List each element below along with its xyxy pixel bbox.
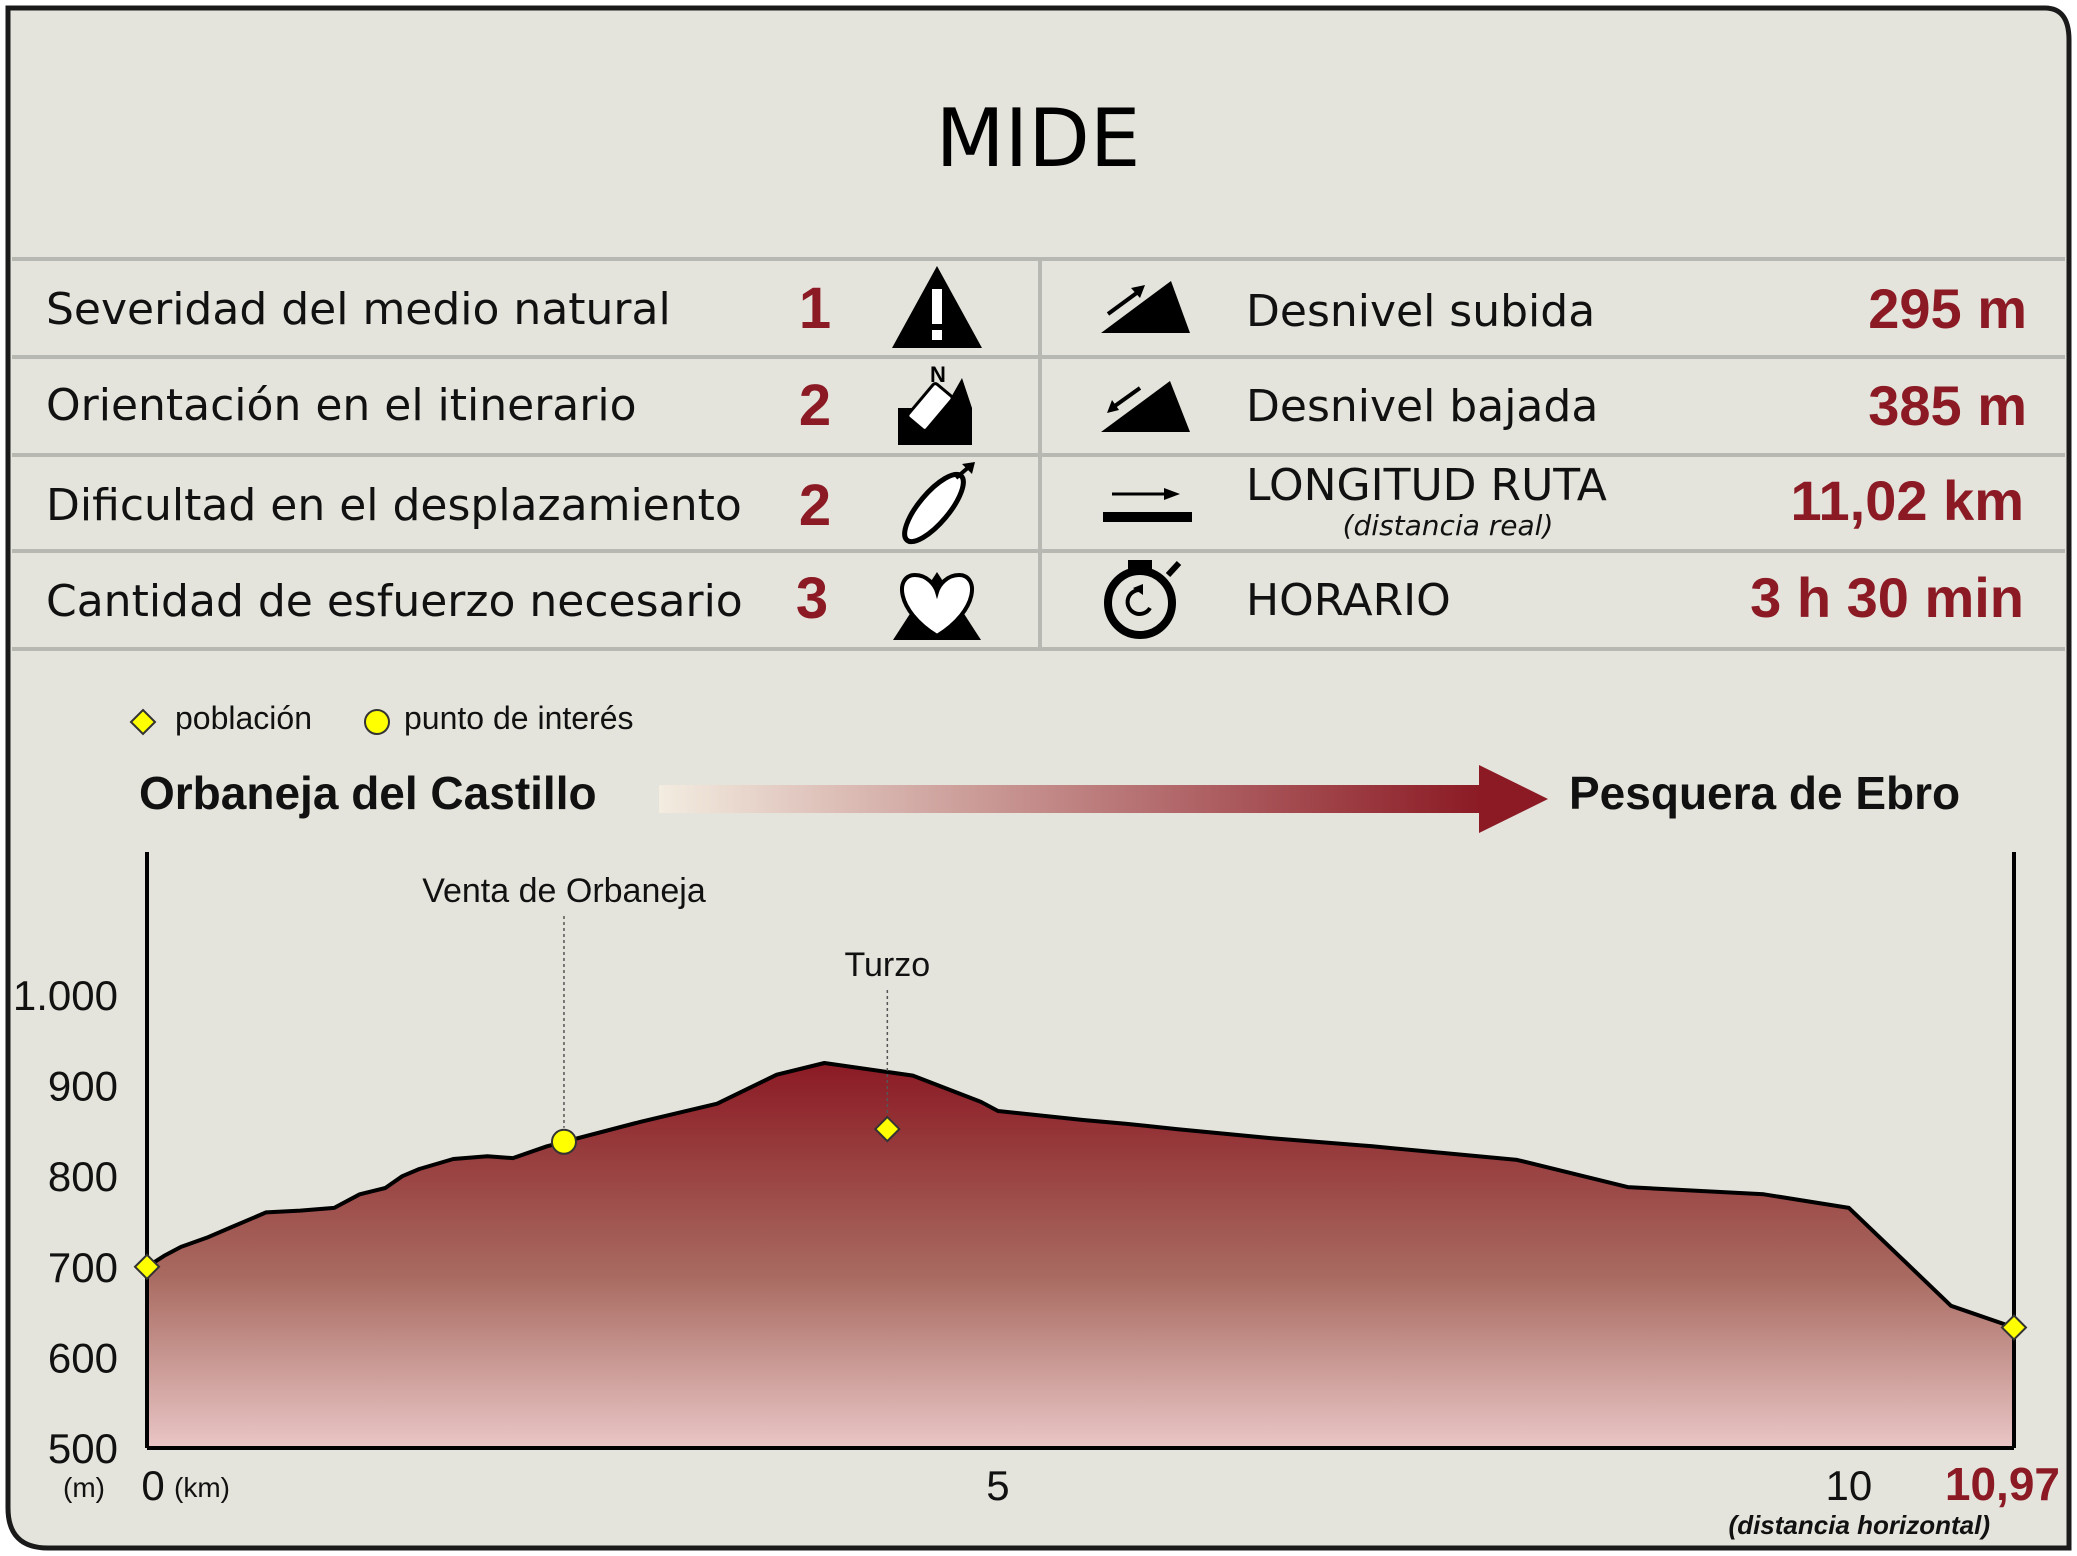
- route-end: Pesquera de Ebro: [1569, 767, 1960, 819]
- ascent-icon: [1101, 281, 1190, 333]
- mide-row-esfuerzo: Cantidad de esfuerzo necesario 3: [46, 566, 981, 640]
- warning-icon: [892, 266, 982, 348]
- legend-punto-label: punto de interés: [404, 700, 634, 736]
- stat-label: Desnivel bajada: [1246, 381, 1598, 432]
- y-tick-label: 700: [48, 1244, 118, 1291]
- length-icon: [1103, 488, 1192, 522]
- mide-row-orientacion: Orientación en el itinerario 2 N: [46, 362, 972, 445]
- mide-row-value: 2: [799, 373, 831, 438]
- descent-icon: [1101, 381, 1190, 432]
- stat-label: LONGITUD RUTA: [1246, 460, 1607, 511]
- stopwatch-icon: [1104, 560, 1182, 639]
- stat-row-bajada: Desnivel bajada 385 m: [1101, 374, 2027, 437]
- poblacion-marker: [133, 1253, 161, 1281]
- x-tick-label: 0: [141, 1462, 164, 1509]
- mide-row-value: 3: [796, 566, 828, 631]
- poblacion-marker-icon: [129, 708, 157, 736]
- y-tick-label: 800: [48, 1153, 118, 1200]
- stat-label: HORARIO: [1246, 575, 1451, 626]
- x-end-label: 10,97: [1945, 1458, 2060, 1510]
- x-axis-unit: (km): [174, 1472, 230, 1503]
- marker-label: Turzo: [845, 946, 931, 984]
- y-tick-label: 900: [48, 1063, 118, 1110]
- mide-row-dificultad: Dificultad en el desplazamiento 2: [46, 462, 975, 545]
- mide-row-label: Orientación en el itinerario: [46, 380, 637, 431]
- elevation-area: [147, 1063, 2014, 1448]
- orientation-icon: N: [898, 362, 972, 445]
- elevation-line: [145, 1061, 2015, 1330]
- poblacion-marker: [873, 1115, 901, 1143]
- mide-row-label: Dificultad en el desplazamiento: [46, 480, 742, 531]
- stat-label: Desnivel subida: [1246, 286, 1595, 337]
- footprint-icon: [902, 462, 975, 545]
- route-direction-arrow: [659, 765, 1548, 833]
- mide-row-label: Cantidad de esfuerzo necesario: [46, 576, 743, 627]
- marker-label: Venta de Orbaneja: [422, 872, 706, 910]
- stat-value: 385 m: [1868, 374, 2027, 437]
- mide-row-label: Severidad del medio natural: [46, 284, 671, 335]
- x-tick-label: 5: [986, 1462, 1009, 1509]
- stat-value: 3 h 30 min: [1750, 566, 2024, 629]
- y-axis-unit: (m): [63, 1472, 105, 1503]
- mide-row-value: 2: [799, 473, 831, 538]
- y-tick-label: 1.000: [13, 972, 118, 1019]
- stat-row-horario: HORARIO 3 h 30 min: [1104, 560, 2024, 639]
- mide-row-severidad: Severidad del medio natural 1: [46, 266, 982, 348]
- mide-table-grid: [12, 257, 2065, 651]
- mide-row-value: 1: [799, 276, 831, 341]
- stat-sublabel: (distancia real): [1343, 509, 1554, 542]
- stat-value: 295 m: [1868, 277, 2027, 340]
- legend-poblacion-label: población: [175, 700, 312, 736]
- svg-text:N: N: [930, 362, 946, 387]
- chart-legend: población punto de interés: [129, 700, 634, 736]
- elevation-profile-chart: 500 600 700 800 900 1.000 (m) 0 5 10 (km) 10,97(dis…: [13, 852, 2060, 1540]
- poblacion-marker: [2000, 1314, 2028, 1341]
- x-axis-note: (distancia horizontal): [1729, 1510, 1990, 1540]
- page-title: MIDE: [936, 92, 1141, 185]
- punto-interes-marker-icon: [364, 709, 390, 735]
- stat-value: 11,02 km: [1790, 469, 2024, 532]
- stat-row-subida: Desnivel subida 295 m: [1101, 277, 2027, 340]
- y-tick-label: 500: [48, 1425, 118, 1472]
- y-tick-label: 600: [48, 1334, 118, 1381]
- route-start: Orbaneja del Castillo: [139, 767, 597, 819]
- x-tick-label: 10: [1826, 1462, 1873, 1509]
- effort-heart-icon: [893, 572, 981, 640]
- punto-interes-marker: [550, 1128, 577, 1155]
- stat-row-longitud: LONGITUD RUTA (distancia real) 11,02 km: [1103, 460, 2024, 542]
